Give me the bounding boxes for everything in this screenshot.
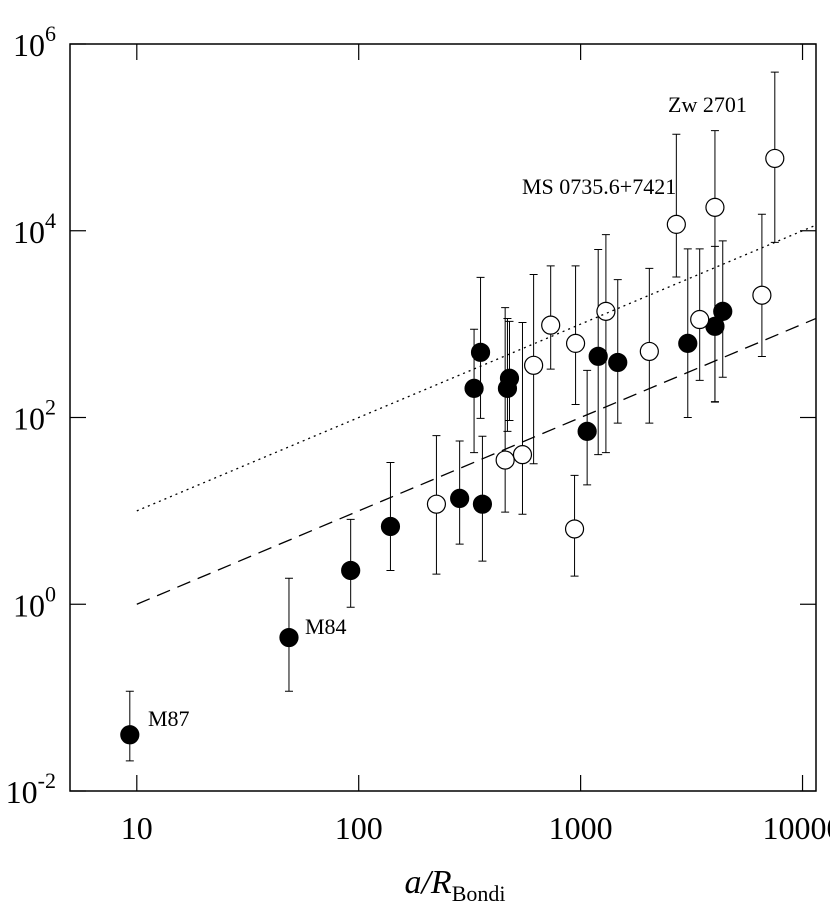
data-point xyxy=(426,494,447,514)
data-point xyxy=(765,148,785,169)
x-tick-label: 10 xyxy=(121,810,153,846)
error-bar xyxy=(386,461,395,571)
x-tick-label: 10000 xyxy=(763,810,830,846)
plot-frame xyxy=(69,43,817,792)
data-point xyxy=(564,519,585,539)
annotation: M84 xyxy=(305,614,347,639)
data-point xyxy=(666,214,686,234)
data-point xyxy=(450,488,470,509)
x-axis-label-main: a/R xyxy=(404,864,451,901)
reference-line xyxy=(136,224,817,512)
data-point xyxy=(495,450,515,470)
data-point xyxy=(472,494,493,514)
data-point xyxy=(279,627,299,648)
data-point xyxy=(596,301,616,321)
annotation: MS 0735.6+7421 xyxy=(522,174,676,199)
y-tick-label: 106 xyxy=(13,21,56,63)
x-tick-label: 1000 xyxy=(549,810,613,846)
data-point xyxy=(464,378,484,398)
data-point xyxy=(512,445,533,465)
data-point xyxy=(380,516,401,537)
data-point xyxy=(565,333,586,353)
error-bar xyxy=(613,279,622,424)
data-point xyxy=(341,560,361,581)
y-tick-label: 100 xyxy=(13,581,56,623)
y-tick-label: 102 xyxy=(13,395,56,437)
data-point xyxy=(524,355,544,375)
y-tick-label: 10-2 xyxy=(6,768,56,810)
data-point xyxy=(470,342,491,362)
data-point xyxy=(120,725,140,745)
data-point xyxy=(705,197,725,217)
data-point xyxy=(541,315,561,335)
data-point xyxy=(690,309,710,330)
data-point xyxy=(752,285,772,305)
data-point xyxy=(588,346,608,366)
data-point xyxy=(499,368,520,388)
reference-line xyxy=(136,317,817,605)
x-tick-label: 100 xyxy=(335,810,383,846)
y-tick-label: 104 xyxy=(13,208,56,250)
error-bar xyxy=(683,248,692,418)
x-axis-label: a/RBondi xyxy=(404,864,505,906)
annotation: M87 xyxy=(148,706,190,731)
x-axis-label-sub: Bondi xyxy=(452,881,506,906)
error-bar xyxy=(710,130,719,403)
error-bar xyxy=(601,234,610,454)
error-bar xyxy=(501,307,510,513)
data-point xyxy=(577,421,597,441)
annotation: Zw 2701 xyxy=(668,92,747,117)
error-bar xyxy=(757,213,766,358)
error-bar xyxy=(672,133,681,278)
data-point xyxy=(608,352,628,373)
data-point xyxy=(713,301,733,321)
data-point xyxy=(678,333,698,353)
data-point xyxy=(639,341,659,362)
error-bar xyxy=(518,322,527,515)
